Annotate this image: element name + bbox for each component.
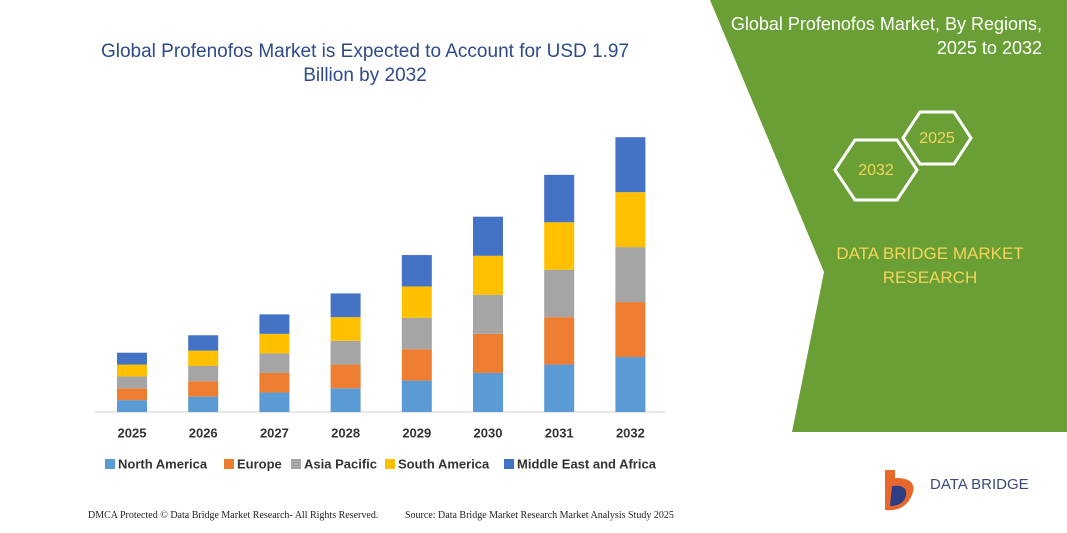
x-tick-label: 2031 <box>545 425 574 440</box>
bar-segment <box>117 376 147 389</box>
logo-text: DATA BRIDGE <box>930 476 1029 493</box>
x-tick-label: 2030 <box>474 425 503 440</box>
chart-title: Global Profenofos Market is Expected to … <box>100 41 630 86</box>
bar-segment <box>259 372 290 393</box>
bar-segment <box>330 317 361 341</box>
legend-label: Europe <box>237 456 282 471</box>
bar-segment <box>473 216 503 256</box>
footer-right: Source: Data Bridge Market Research Mark… <box>405 510 674 521</box>
brand: DATA BRIDGE MARKET RESEARCH <box>836 244 1024 287</box>
legend-swatch <box>504 459 514 469</box>
panel-title: Global Profenofos Market, By Regions, 20… <box>730 14 1042 58</box>
bar-segment <box>401 380 432 412</box>
x-tick-label: 2027 <box>260 425 289 440</box>
bar-segment <box>117 364 147 377</box>
bar-segment <box>117 388 147 401</box>
bar-segment <box>473 333 503 373</box>
x-tick-label: 2032 <box>616 425 645 440</box>
bar-segment <box>259 314 290 334</box>
legend-swatch <box>385 459 395 469</box>
bar-segment <box>544 364 575 412</box>
bar-segment <box>330 388 361 412</box>
legend-label: South America <box>398 456 490 471</box>
bar-segment <box>259 392 290 412</box>
logo-icon <box>890 485 907 506</box>
bar-segment <box>117 400 147 412</box>
bar-segment <box>544 269 575 318</box>
bar-segment <box>330 340 361 365</box>
legend-label: North America <box>118 456 208 471</box>
legend-swatch <box>105 459 115 469</box>
bar-segment <box>401 255 432 287</box>
bar-segment <box>544 174 575 223</box>
bar-segment <box>188 350 219 366</box>
bar-segment <box>615 137 646 193</box>
hexagon <box>901 110 973 166</box>
bar-segment <box>188 365 219 382</box>
bar-segment <box>473 255 503 295</box>
bar-segment <box>401 349 432 381</box>
bar-segment <box>473 294 503 334</box>
bar-segment <box>401 317 432 350</box>
badge: 2025 <box>919 130 955 147</box>
bar-segment <box>544 317 575 365</box>
x-tick-label: 2025 <box>118 425 147 440</box>
bar-segment <box>188 335 219 351</box>
side-panel <box>710 0 1067 432</box>
x-tick-label: 2026 <box>189 425 218 440</box>
bar-segment <box>188 396 219 412</box>
x-tick-label: 2028 <box>331 425 360 440</box>
bar-segment <box>117 352 147 365</box>
bar-segment <box>473 372 503 412</box>
bar-segment <box>188 381 219 397</box>
bar-segment <box>401 286 432 318</box>
legend-label: Asia Pacific <box>304 456 377 471</box>
hexagon <box>833 138 919 202</box>
bar-segment <box>330 293 361 318</box>
legend-swatch <box>291 459 301 469</box>
bar-segment <box>259 333 290 354</box>
legend-label: Middle East and Africa <box>517 456 657 471</box>
bar-segment <box>259 353 290 373</box>
footer-left: DMCA Protected © Data Bridge Market Rese… <box>88 510 379 521</box>
badge: 2032 <box>858 162 894 179</box>
x-tick-label: 2029 <box>402 425 431 440</box>
bar-segment <box>330 364 361 389</box>
bar-segment <box>615 247 646 303</box>
bar-segment <box>615 192 646 248</box>
bar-segment <box>544 222 575 270</box>
legend-swatch <box>224 459 234 469</box>
bar-segment <box>615 357 646 412</box>
bar-segment <box>615 302 646 358</box>
